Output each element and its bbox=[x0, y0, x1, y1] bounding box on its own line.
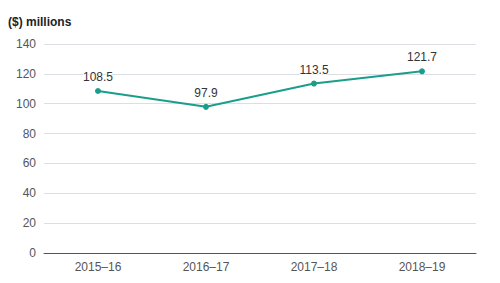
svg-text:2016–17: 2016–17 bbox=[183, 260, 230, 274]
svg-text:80: 80 bbox=[23, 127, 37, 141]
svg-text:0: 0 bbox=[29, 246, 36, 260]
svg-text:97.9: 97.9 bbox=[194, 86, 218, 100]
svg-text:2018–19: 2018–19 bbox=[399, 260, 446, 274]
svg-text:40: 40 bbox=[23, 186, 37, 200]
svg-text:108.5: 108.5 bbox=[83, 70, 113, 84]
svg-text:2015–16: 2015–16 bbox=[75, 260, 122, 274]
svg-text:113.5: 113.5 bbox=[299, 63, 328, 77]
svg-text:100: 100 bbox=[16, 97, 36, 111]
svg-text:140: 140 bbox=[16, 37, 36, 51]
svg-text:121.7: 121.7 bbox=[407, 50, 437, 64]
svg-text:60: 60 bbox=[23, 156, 37, 170]
svg-text:($) millions: ($) millions bbox=[8, 15, 72, 29]
svg-text:120: 120 bbox=[16, 67, 36, 81]
svg-text:20: 20 bbox=[23, 216, 37, 230]
svg-text:2017–18: 2017–18 bbox=[291, 260, 338, 274]
